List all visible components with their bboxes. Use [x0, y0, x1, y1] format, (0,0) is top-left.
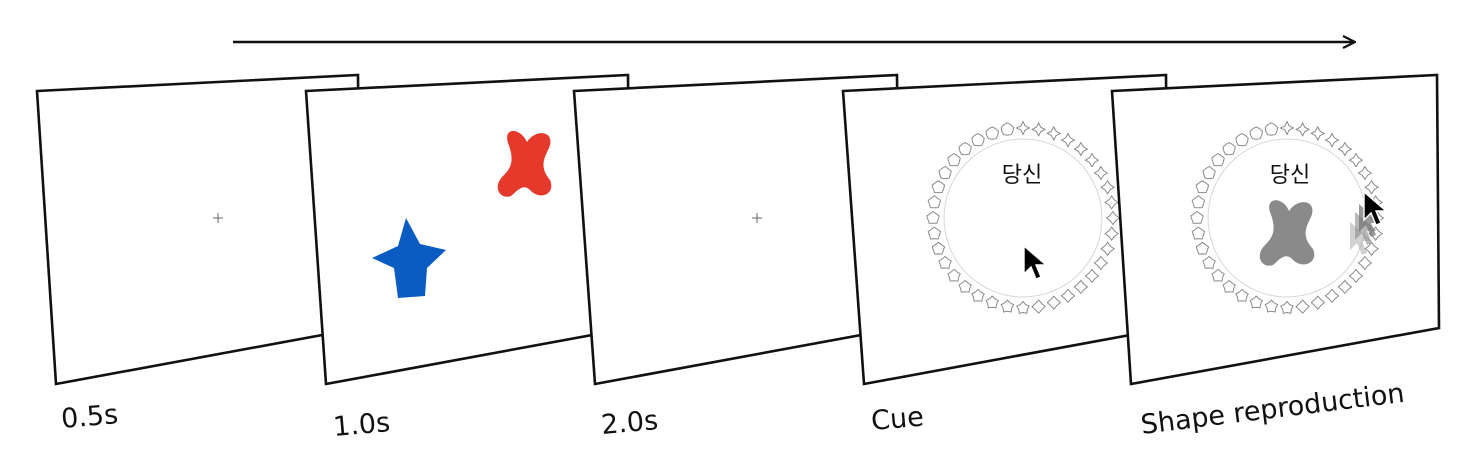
panel-memory-array: 1.0s: [304, 73, 632, 443]
ring-shape-item: [1211, 153, 1225, 167]
ring-shape-item: [1337, 141, 1353, 157]
ring-shape-item: [1202, 255, 1216, 269]
ring-shape-item: [1100, 179, 1116, 195]
ring-shape-item: [1348, 268, 1364, 284]
ring-shape-item: [1191, 226, 1206, 240]
ring-shape-item: [927, 226, 942, 240]
panel-label: Cue: [870, 402, 925, 437]
ring-shape-item: [1060, 132, 1076, 148]
panel-label: Shape reproduction: [1139, 378, 1406, 441]
fixation-cross-icon: [752, 213, 762, 223]
ring-shape-item: [938, 165, 952, 180]
ring-shape-item: [1016, 300, 1030, 314]
ring-shape-item: [1310, 295, 1326, 310]
ring-shape-item: [958, 142, 972, 156]
shape-ring: [926, 120, 1121, 314]
ring-shape-item: [1100, 241, 1115, 257]
ring-shape-item: [931, 180, 946, 194]
cue-word: 당신: [1002, 163, 1042, 188]
ring-shape-item: [1073, 141, 1089, 157]
ring-shape-item: [1280, 300, 1294, 314]
ring-shape-item: [1015, 120, 1031, 136]
ring-shape-item: [985, 295, 1000, 309]
ring-shape-item: [1337, 279, 1353, 295]
ring-shape-item: [971, 133, 985, 147]
ring-shape-item: [1211, 268, 1225, 282]
ring-shape-item: [1357, 165, 1373, 181]
ring-shape-item: [1104, 194, 1120, 210]
panel-label: 1.0s: [332, 407, 392, 443]
ring-shape-item: [1190, 210, 1204, 224]
mouse-cursor-icon: [1363, 190, 1388, 226]
ring-shape-item: [1031, 299, 1046, 314]
ring-shape-item: [1105, 210, 1121, 226]
ring-shape-item: [1364, 241, 1379, 257]
ring-shape-item: [1324, 132, 1340, 148]
ring-shape-item: [958, 279, 972, 293]
ring-shape-item: [985, 126, 999, 140]
ring-shape-item: [1310, 125, 1326, 141]
ring-shape-item: [1264, 299, 1279, 313]
ring-shape-item: [1235, 133, 1249, 147]
ring-shape-item: [1294, 121, 1311, 138]
ring-shape-item: [1030, 121, 1047, 138]
ring-shape-item: [1060, 288, 1076, 304]
panel-label: 2.0s: [600, 405, 660, 441]
ring-shape-item: [1195, 180, 1210, 194]
fixation-cross-icon: [213, 213, 223, 223]
ring-shape-item: [947, 153, 961, 167]
ring-shape-item: [1191, 195, 1206, 209]
ring-guide: [943, 138, 1103, 298]
ring-shape-item: [1222, 279, 1236, 293]
ring-shape-item: [1046, 295, 1062, 310]
ring-shape-item: [1000, 122, 1015, 136]
ring-shape-item: [927, 195, 942, 209]
ring-shape-item: [1046, 125, 1062, 141]
ring-shape-item: [1357, 255, 1373, 271]
mouse-cursor-icon: [1023, 244, 1048, 280]
ring-shape-item: [1235, 288, 1249, 302]
ring-shape-item: [1084, 268, 1100, 284]
ring-shape-item: [1202, 165, 1216, 180]
ring-shape-item: [1324, 288, 1340, 304]
ring-shape-item: [1279, 120, 1295, 136]
reproduced-shape: [1259, 200, 1315, 266]
ring-shape-item: [931, 241, 946, 255]
ring-shape-item: [947, 268, 961, 282]
star-shape-icon: [372, 218, 446, 298]
ring-shape-item: [1348, 152, 1364, 168]
cue-word: 당신: [1270, 163, 1310, 188]
ring-shape-item: [1195, 241, 1210, 255]
ring-shape-item: [1104, 226, 1119, 241]
ring-shape-item: [1222, 142, 1236, 156]
ring-shape-item: [1093, 165, 1109, 181]
ring-shape-item: [1249, 126, 1263, 140]
panel-shape-reproduction: 당신 Shape reproduction: [1110, 73, 1441, 441]
ring-shape-item: [938, 255, 952, 269]
ring-shape-item: [1295, 299, 1310, 314]
ring-shape-item: [926, 210, 940, 224]
ring-shape-item: [1249, 295, 1264, 309]
panel-label: 0.5s: [60, 399, 120, 435]
ring-shape-item: [1264, 122, 1279, 136]
x-shape-icon: [497, 130, 552, 197]
ring-shape-item: [1073, 279, 1089, 295]
ring-shape-item: [1093, 255, 1109, 271]
ring-shape-item: [1364, 179, 1380, 195]
panel-delay: 2.0s: [572, 73, 901, 441]
ring-shape-item: [1084, 152, 1100, 168]
ring-shape-item: [971, 288, 985, 302]
ring-shape-item: [1000, 299, 1015, 313]
